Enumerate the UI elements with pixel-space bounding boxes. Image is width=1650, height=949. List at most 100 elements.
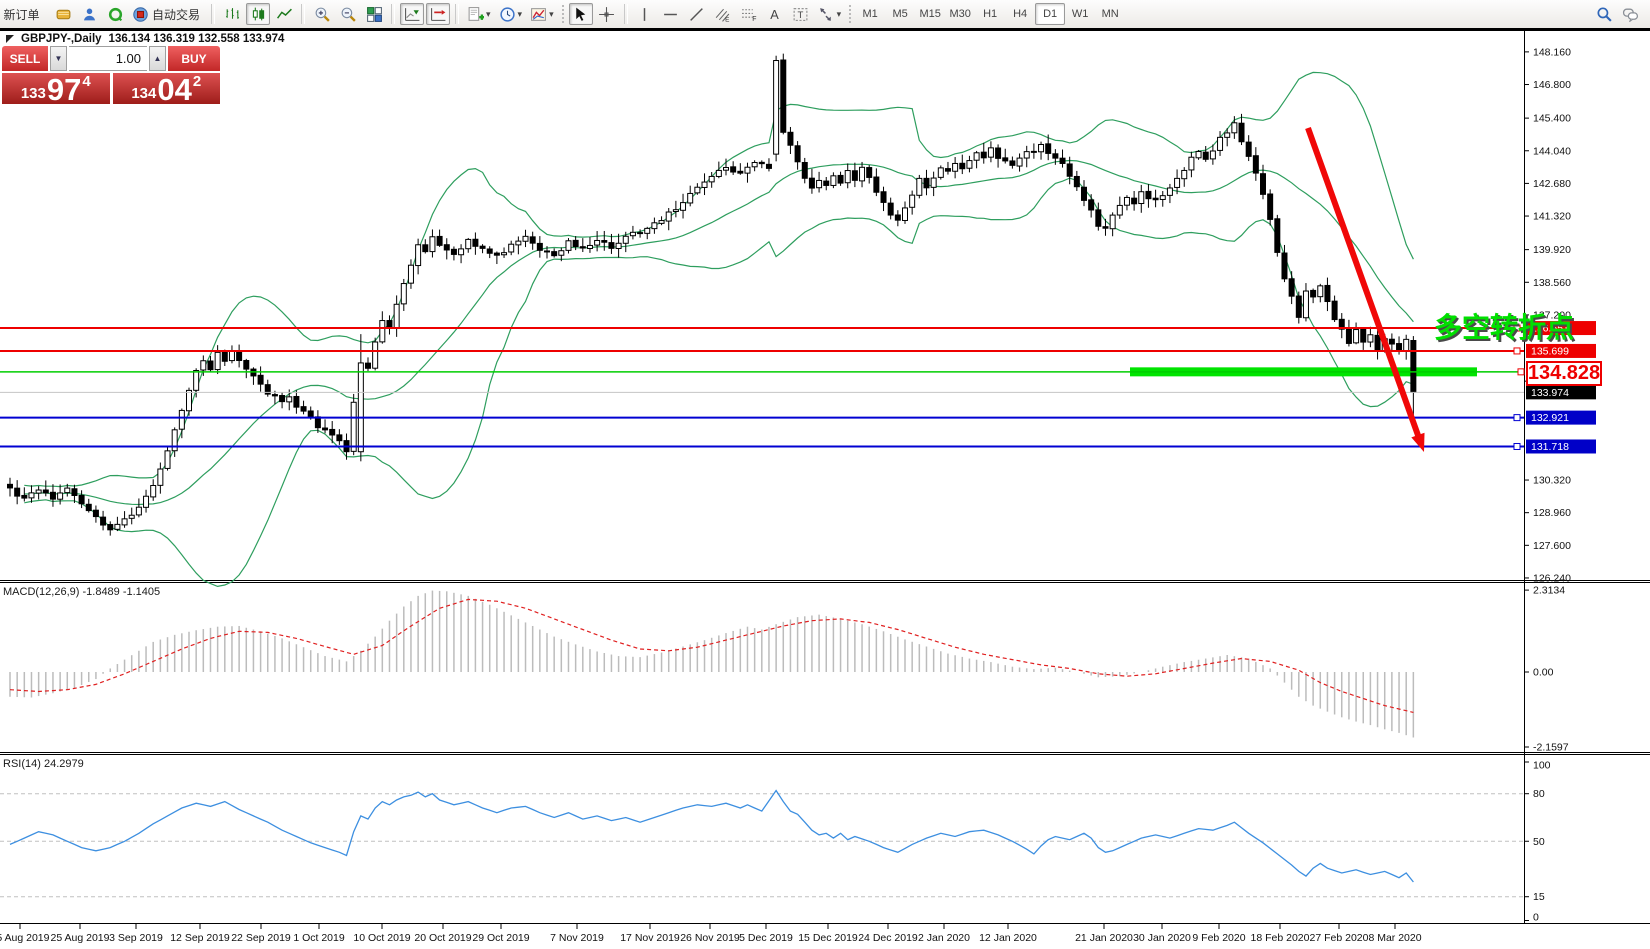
- timeframe-button-m30[interactable]: M30: [949, 8, 971, 20]
- cursor-tool-button[interactable]: [568, 3, 593, 25]
- svg-text:0.00: 0.00: [1533, 667, 1554, 679]
- volume-decrease-button[interactable]: ▼: [50, 46, 67, 71]
- timeframe-button-w1[interactable]: W1: [1071, 8, 1089, 20]
- sell-price-big: 97: [46, 71, 82, 107]
- timeframe-button-h1[interactable]: H1: [983, 8, 998, 20]
- svg-text:138.560: 138.560: [1533, 277, 1571, 289]
- toolbar-separator: [301, 4, 306, 24]
- chat-button[interactable]: [1618, 3, 1642, 25]
- dropdown-caret-icon: ▾: [517, 8, 523, 19]
- zoom-in-icon: [315, 7, 330, 22]
- sell-price-panel[interactable]: 133 97 4: [2, 71, 110, 107]
- svg-text:25 Aug 2019: 25 Aug 2019: [51, 932, 110, 944]
- bar-chart-mode-button[interactable]: [220, 3, 244, 25]
- price-callout-box: 134.828: [1526, 361, 1602, 386]
- auto-scroll-button[interactable]: [400, 3, 425, 25]
- accounts-button[interactable]: [77, 3, 101, 25]
- search-button[interactable]: [1592, 3, 1616, 25]
- svg-text:131.718: 131.718: [1531, 441, 1569, 453]
- panel-frames: [0, 31, 1650, 924]
- sell-button[interactable]: SELL: [2, 46, 48, 71]
- chat-bubbles-icon: [1622, 8, 1638, 22]
- volume-increase-button[interactable]: ▲: [149, 46, 166, 71]
- autotrade-button[interactable]: 自动交易: [129, 3, 206, 25]
- timeframe-button-mn[interactable]: MN: [1101, 8, 1119, 20]
- toolbar-separator: [211, 4, 216, 24]
- label-tool-button[interactable]: T: [789, 3, 813, 25]
- svg-text:17 Nov 2019: 17 Nov 2019: [620, 932, 680, 944]
- text-icon: A: [770, 6, 779, 21]
- templates-button[interactable]: ▾: [527, 3, 557, 25]
- cursor-icon: [576, 7, 586, 21]
- svg-text:8 Mar 2020: 8 Mar 2020: [1368, 932, 1421, 944]
- autotrade-icon: [133, 6, 148, 22]
- timeframe-button-m1[interactable]: M1: [862, 8, 878, 20]
- gold-book-icon: [56, 9, 70, 19]
- vertical-line-tool-button[interactable]: [633, 3, 657, 25]
- clock-icon: [499, 6, 515, 22]
- buy-price-prefix: 134: [131, 85, 157, 102]
- buy-button[interactable]: BUY: [168, 46, 220, 71]
- crosshair-tool-button[interactable]: [595, 3, 619, 25]
- horizontal-line-tool-button[interactable]: [659, 3, 683, 25]
- fibonacci-icon: F: [742, 8, 757, 22]
- volume-input[interactable]: 1.00: [69, 46, 147, 71]
- svg-text:10 Oct 2019: 10 Oct 2019: [353, 932, 410, 944]
- signal-icon: [108, 7, 122, 21]
- svg-text:139.920: 139.920: [1533, 244, 1571, 256]
- rsi-name: RSI(14): [3, 758, 41, 770]
- zoom-in-button[interactable]: [310, 3, 334, 25]
- new-order-button[interactable]: 新订单: [1, 3, 49, 25]
- svg-text:135.699: 135.699: [1531, 345, 1569, 357]
- svg-text:24 Dec 2019: 24 Dec 2019: [858, 932, 918, 944]
- channel-tool-button[interactable]: E: [711, 3, 735, 25]
- vertical-line-icon: [643, 7, 646, 21]
- line-chart-mode-button[interactable]: [272, 3, 296, 25]
- line-chart-icon: [276, 8, 292, 19]
- toolbar: 新订单 自动交易: [0, 0, 1650, 28]
- chart-shift-button[interactable]: [426, 3, 451, 25]
- svg-text:144.040: 144.040: [1533, 145, 1571, 157]
- crosshair-icon: [599, 6, 615, 22]
- buy-price-panel[interactable]: 134 04 2: [112, 71, 220, 107]
- timeframe-button-m15[interactable]: M15: [919, 8, 941, 20]
- toolbar-drag-handle[interactable]: [848, 5, 853, 23]
- template-icon: [531, 7, 547, 21]
- rsi-indicator-label: RSI(14) 24.2979: [3, 758, 84, 770]
- candlestick-icon: [252, 7, 264, 20]
- buy-price-big: 04: [157, 71, 192, 107]
- trendline-tool-button[interactable]: [685, 3, 709, 25]
- macd-panel: 2.3134 0.00 -2.1597: [9, 585, 1569, 754]
- svg-text:127.600: 127.600: [1533, 540, 1571, 552]
- zoom-out-icon: [341, 7, 356, 22]
- indicators-button[interactable]: ▾: [464, 3, 494, 25]
- trendline-icon: [690, 7, 703, 21]
- svg-text:27 Feb 2020: 27 Feb 2020: [1310, 932, 1369, 944]
- zoom-out-button[interactable]: [336, 3, 360, 25]
- fibonacci-tool-button[interactable]: F: [737, 3, 761, 25]
- svg-text:F: F: [752, 15, 756, 22]
- toolbar-drag-handle[interactable]: [560, 5, 565, 23]
- periods-button[interactable]: ▾: [496, 3, 526, 25]
- tile-windows-button[interactable]: [362, 3, 386, 25]
- toolbar-separator: [455, 4, 460, 24]
- svg-text:137.200: 137.200: [1533, 309, 1571, 321]
- svg-text:A: A: [770, 6, 779, 21]
- sell-price-prefix: 133: [20, 85, 46, 102]
- svg-text:E: E: [725, 16, 729, 23]
- macd-values: -1.8489 -1.1405: [82, 586, 161, 598]
- arrows-tool-button[interactable]: ▾: [815, 3, 845, 25]
- svg-text:29 Oct 2019: 29 Oct 2019: [472, 932, 529, 944]
- svg-text:12 Jan 2020: 12 Jan 2020: [979, 932, 1037, 944]
- history-center-button[interactable]: [51, 3, 75, 25]
- signals-button[interactable]: [103, 3, 127, 25]
- timeframe-button-m5[interactable]: M5: [892, 8, 908, 20]
- window-top-border: [0, 28, 1650, 31]
- candlestick-mode-button[interactable]: [246, 3, 271, 25]
- svg-text:15 Dec 2019: 15 Dec 2019: [798, 932, 858, 944]
- timeframe-button-h4[interactable]: H4: [1013, 8, 1028, 20]
- timeframe-button-d1[interactable]: D1: [1035, 3, 1066, 25]
- text-tool-button[interactable]: A: [763, 3, 787, 25]
